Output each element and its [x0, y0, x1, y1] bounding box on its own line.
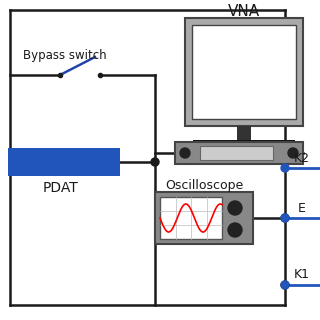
Bar: [237, 126, 251, 140]
Bar: [192, 25, 296, 119]
Circle shape: [281, 164, 289, 172]
Text: Oscilloscope: Oscilloscope: [165, 179, 243, 191]
Bar: [185, 18, 303, 126]
Circle shape: [281, 281, 289, 289]
Circle shape: [228, 201, 242, 215]
Circle shape: [281, 214, 289, 222]
Bar: [160, 197, 222, 239]
Bar: [175, 142, 303, 164]
Circle shape: [281, 214, 289, 222]
Bar: [193, 140, 295, 145]
Circle shape: [288, 148, 298, 158]
Bar: [155, 192, 253, 244]
Text: VNA: VNA: [228, 4, 260, 20]
Circle shape: [151, 158, 159, 166]
Bar: [200, 146, 273, 160]
Text: K2: K2: [294, 151, 310, 164]
Text: K1: K1: [294, 268, 310, 282]
Circle shape: [180, 148, 190, 158]
Circle shape: [281, 281, 289, 289]
Bar: [8, 148, 120, 176]
Circle shape: [228, 223, 242, 237]
Text: E: E: [298, 202, 306, 214]
Text: Bypass switch: Bypass switch: [23, 49, 107, 61]
Text: PDAT: PDAT: [42, 181, 78, 195]
